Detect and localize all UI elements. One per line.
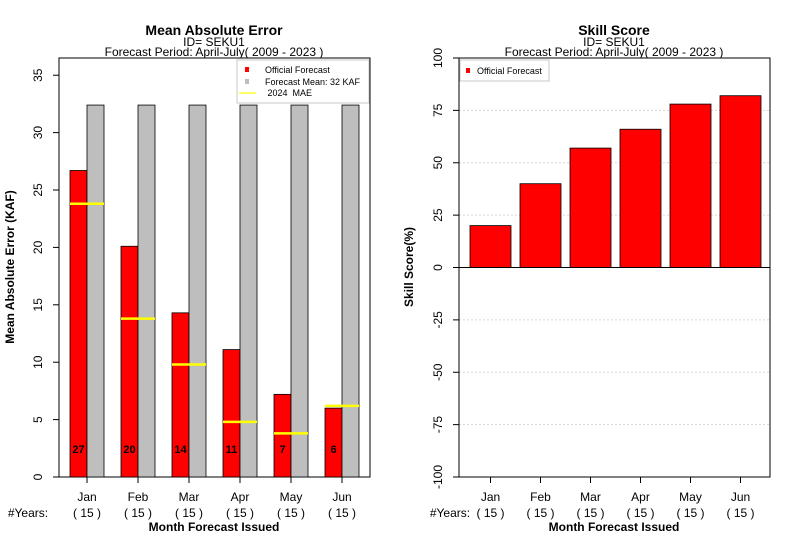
mae-title: Mean Absolute Error (145, 22, 283, 38)
skill-legend: Official Forecast (459, 59, 550, 82)
skill-y-tick-label: 25 (431, 208, 445, 222)
skill-chart: Skill Score ID= SEKU1 Forecast Period: A… (402, 22, 771, 534)
mae-subtitle-period: Forecast Period: April-July( 2009 - 2023… (105, 45, 324, 59)
skill-bar (619, 128, 662, 268)
skill-y-tick-label: -50 (431, 363, 445, 381)
mae-x-tick-label: Jan (77, 490, 96, 504)
mae-bar-value-label: 7 (279, 444, 285, 456)
mae-legend-box (236, 59, 370, 104)
mae-legend-label-2024: 2024 MAE (265, 88, 312, 98)
mae-years-value: ( 15 ) (73, 506, 101, 520)
mae-years-value: ( 15 ) (226, 506, 254, 520)
skill-y-tick-label: 75 (431, 103, 445, 117)
skill-bar (469, 225, 512, 268)
skill-legend-label-official: Official Forecast (477, 66, 542, 76)
skill-bar (719, 95, 762, 268)
mae-years-value: ( 15 ) (175, 506, 203, 520)
skill-years-value: ( 15 ) (676, 506, 704, 520)
mae-y-axis-label: Mean Absolute Error (KAF) (3, 190, 17, 344)
skill-years-label: #Years: (430, 506, 470, 520)
skill-subtitle-period: Forecast Period: April-July( 2009 - 2023… (505, 45, 724, 59)
mae-y-tick-label: 0 (31, 473, 45, 480)
mae-years-label: #Years: (8, 506, 48, 520)
mae-y-tick-label: 10 (31, 355, 45, 369)
skill-x-tick-label: Apr (631, 490, 650, 504)
mae-legend-swatch-official (245, 67, 249, 72)
mae-y-axis: 0 5 10 15 20 25 30 35 (31, 68, 59, 480)
skill-legend-box (459, 59, 550, 82)
mae-mean-bar (239, 104, 258, 478)
mae-official-bar (324, 407, 343, 478)
skill-bar (519, 183, 562, 268)
skill-y-axis-label: Skill Score(%) (402, 227, 416, 307)
mae-x-tick-label: Feb (128, 490, 149, 504)
mae-x-axis: Jan ( 15 ) Feb ( 15 ) Mar ( 15 ) Apr ( 15 ) May (… (73, 477, 356, 520)
skill-y-tick-label: 100 (431, 48, 445, 68)
mae-x-tick-label: Apr (231, 490, 250, 504)
mae-x-tick-label: Jun (332, 490, 351, 504)
skill-title: Skill Score (578, 22, 650, 38)
mae-mean-bar (188, 104, 207, 478)
skill-legend-swatch-official (466, 68, 470, 73)
skill-years-value: ( 15 ) (626, 506, 654, 520)
skill-x-axis: Jan ( 15 ) Feb ( 15 ) Mar ( 15 ) Apr ( 15 ) May (… (476, 477, 755, 520)
mae-x-axis-label: Month Forecast Issued (149, 520, 280, 534)
mae-years-value: ( 15 ) (277, 506, 305, 520)
mae-y-tick-label: 25 (31, 183, 45, 197)
mae-bar-value-label: 11 (226, 444, 238, 456)
skill-years-value: ( 15 ) (526, 506, 554, 520)
mae-bar-value-label: 6 (330, 444, 336, 456)
mae-official-bar (273, 393, 292, 478)
mae-mean-bar (137, 104, 156, 478)
mae-y-tick-label: 30 (31, 126, 45, 140)
mae-legend-swatch-mean (245, 79, 249, 84)
mae-bars: 27 20 14 11 7 6 (69, 104, 360, 478)
mae-bar-value-label: 20 (123, 444, 135, 456)
skill-years-value: ( 15 ) (726, 506, 754, 520)
skill-bar (669, 103, 712, 268)
mae-mean-bar (290, 104, 309, 478)
skill-y-tick-label: -100 (431, 465, 445, 489)
mae-official-bar (120, 245, 139, 478)
skill-x-tick-label: May (679, 490, 702, 504)
skill-x-tick-label: Jan (481, 490, 500, 504)
skill-y-axis: -100 -75 -50 -25 0 25 50 75 100 (431, 48, 459, 489)
mae-mean-bar (341, 104, 360, 478)
mae-y-tick-label: 15 (31, 298, 45, 312)
skill-x-tick-label: Mar (580, 490, 601, 504)
skill-x-axis-label: Month Forecast Issued (549, 520, 680, 534)
skill-y-tick-label: 50 (431, 156, 445, 170)
skill-bars (469, 95, 762, 268)
mae-chart: Mean Absolute Error ID= SEKU1 Forecast P… (3, 22, 371, 534)
skill-years-value: ( 15 ) (476, 506, 504, 520)
mae-legend-label-official: Official Forecast (265, 65, 330, 75)
mae-legend: Official Forecast Forecast Mean: 32 KAF … (236, 59, 370, 104)
mae-official-bar (222, 349, 241, 478)
mae-plot-frame (58, 57, 371, 478)
skill-x-tick-label: Jun (731, 490, 750, 504)
mae-official-bar (69, 170, 88, 478)
mae-bar-value-label: 14 (174, 444, 187, 456)
skill-x-tick-label: Feb (530, 490, 551, 504)
mae-subtitle-id: ID= SEKU1 (183, 35, 245, 49)
mae-y-tick-label: 5 (31, 416, 45, 423)
mae-years-value: ( 15 ) (124, 506, 152, 520)
skill-years-value: ( 15 ) (576, 506, 604, 520)
mae-legend-label-mean: Forecast Mean: 32 KAF (265, 77, 361, 87)
mae-y-tick-label: 35 (31, 68, 45, 82)
skill-y-tick-label: -25 (431, 311, 445, 329)
skill-bar (569, 147, 612, 268)
skill-subtitle-id: ID= SEKU1 (583, 35, 645, 49)
mae-x-tick-label: Mar (179, 490, 200, 504)
mae-x-tick-label: May (280, 490, 303, 504)
skill-y-tick-label: -75 (431, 416, 445, 434)
mae-mean-bar (86, 104, 105, 478)
mae-y-tick-label: 20 (31, 240, 45, 254)
skill-y-tick-label: 0 (431, 264, 445, 271)
mae-bar-value-label: 27 (72, 444, 84, 456)
mae-years-value: ( 15 ) (328, 506, 356, 520)
